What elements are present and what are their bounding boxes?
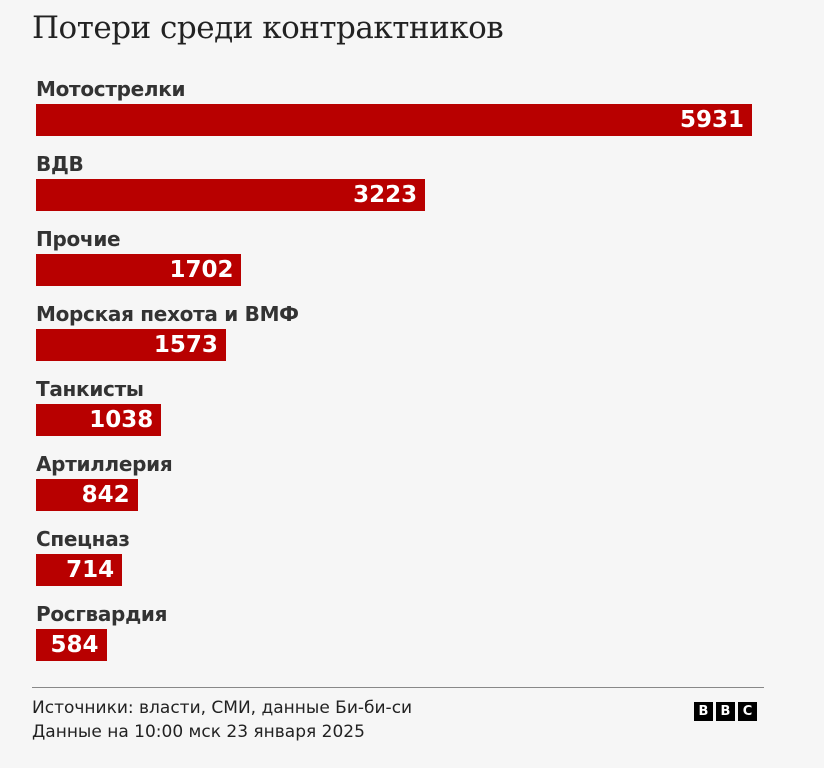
bar: 5931 [36, 104, 752, 136]
footer-divider [32, 687, 764, 688]
category-label: Мотострелки [36, 77, 186, 101]
logo-letter: C [738, 702, 757, 721]
bar-chart: Мотострелки 5931 ВДВ 3223 Прочие 1702 Морская … [36, 77, 752, 661]
bar: 1573 [36, 329, 226, 361]
category-label: Росгвардия [36, 602, 168, 626]
bar: 1038 [36, 404, 162, 436]
bar: 3223 [36, 179, 426, 211]
category-label: ВДВ [36, 152, 84, 176]
date-note: Данные на 10:00 мск 23 января 2025 [32, 722, 365, 742]
category-label: Морская пехота и ВМФ [36, 302, 299, 326]
bar-value-label: 714 [66, 557, 115, 583]
category-label: Спецназ [36, 527, 130, 551]
bar: 1702 [36, 254, 242, 286]
bar-value-label: 3223 [353, 182, 418, 208]
bar-value-label: 5931 [679, 107, 744, 133]
source-note: Источники: власти, СМИ, данные Би-би-си [32, 698, 413, 718]
category-label: Артиллерия [36, 452, 173, 476]
category-label: Танкисты [36, 377, 144, 401]
bar: 714 [36, 554, 123, 586]
bar: 842 [36, 479, 138, 511]
bar: 584 [36, 629, 107, 661]
bar-value-label: 1702 [169, 257, 234, 283]
bar-value-label: 842 [81, 482, 130, 508]
logo-letter: B [716, 702, 735, 721]
bar-value-label: 1573 [153, 332, 218, 358]
category-label: Прочие [36, 227, 121, 251]
chart-title: Потери среди контрактников [32, 10, 504, 46]
bbc-logo: B B C [694, 702, 757, 721]
bar-value-label: 1038 [89, 407, 154, 433]
bar-value-label: 584 [50, 632, 99, 658]
logo-letter: B [694, 702, 713, 721]
